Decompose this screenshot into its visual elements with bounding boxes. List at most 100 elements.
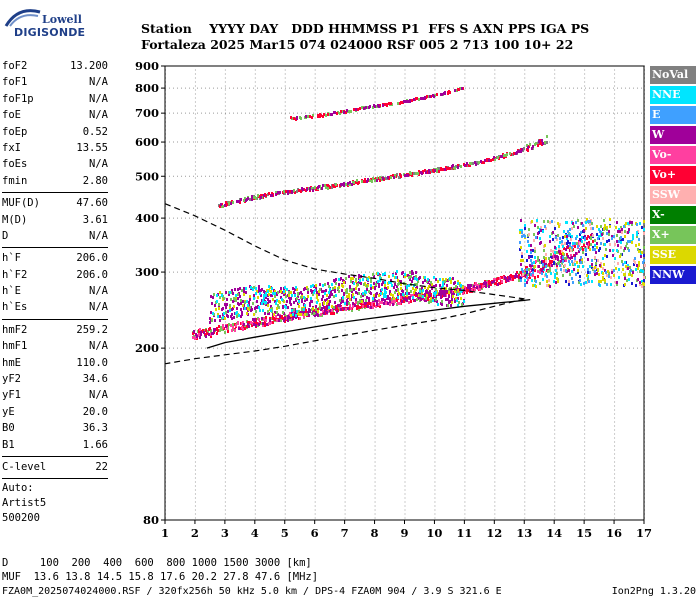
param-value: 1.66 bbox=[82, 438, 108, 451]
param-label: M(D) bbox=[2, 213, 28, 226]
param-value: 47.60 bbox=[76, 197, 108, 210]
logo-digisonde-text: DIGISONDE bbox=[14, 26, 86, 39]
param-hme: hmE 110.0 bbox=[2, 355, 108, 371]
footer-muf-row: MUF 13.6 13.8 14.5 15.8 17.6 20.2 27.8 4… bbox=[2, 571, 319, 583]
param-label: h`E bbox=[2, 285, 21, 298]
param-value: 3.61 bbox=[82, 213, 108, 226]
param-he: h`E N/A bbox=[2, 283, 108, 299]
param-value: 0.52 bbox=[82, 125, 108, 138]
param-separator bbox=[2, 247, 108, 249]
param-b0: B0 36.3 bbox=[2, 420, 108, 436]
f2-second-hop-echoes bbox=[218, 139, 548, 207]
param-label: D bbox=[2, 229, 9, 242]
param-separator bbox=[2, 455, 108, 457]
param-value: 20.0 bbox=[82, 405, 108, 418]
y-tick-label: 800 bbox=[135, 81, 159, 95]
param-md: M(D) 3.61 bbox=[2, 212, 108, 228]
dashed-profile-upper bbox=[164, 203, 525, 300]
y-tick-label: 500 bbox=[135, 169, 159, 183]
legend-item-x: X- bbox=[650, 206, 696, 224]
y-tick-label: 400 bbox=[135, 211, 159, 225]
param-label: foEp bbox=[2, 125, 28, 138]
param-value: 206.0 bbox=[76, 268, 108, 281]
param-mufd: MUF(D) 47.60 bbox=[2, 195, 108, 211]
x-tick-label: 4 bbox=[251, 526, 259, 540]
legend-item-nne: NNE bbox=[650, 86, 696, 104]
param-value: 22 bbox=[95, 460, 108, 473]
param-value: N/A bbox=[89, 76, 108, 89]
x-tick-label: 15 bbox=[576, 526, 592, 540]
high-frequency-spread-echoes bbox=[521, 219, 646, 288]
auto-text: 500200 bbox=[2, 512, 40, 525]
param-label: fmin bbox=[2, 174, 28, 187]
param-value: 13.200 bbox=[70, 60, 108, 72]
param-label: hmF1 bbox=[2, 340, 28, 353]
param-value: N/A bbox=[89, 229, 108, 242]
high-frequency-spread-echoes bbox=[519, 219, 645, 288]
param-separator bbox=[2, 478, 108, 480]
param-label: foE bbox=[2, 109, 21, 122]
x-tick-label: 7 bbox=[341, 526, 349, 540]
param-fxi: fxI 13.55 bbox=[2, 140, 108, 156]
param-fof2: foF2 13.200 bbox=[2, 58, 108, 74]
param-label: fxI bbox=[2, 141, 21, 154]
f2-second-hop-echoes bbox=[219, 139, 543, 208]
param-label: B1 bbox=[2, 438, 15, 451]
legend-item-sse: SSE bbox=[650, 246, 696, 264]
x-tick-label: 9 bbox=[400, 526, 408, 540]
param-label: h`F2 bbox=[2, 268, 28, 281]
x-tick-label: 8 bbox=[371, 526, 379, 540]
y-tick-label: 80 bbox=[143, 513, 159, 527]
param-foes: foEs N/A bbox=[2, 156, 108, 172]
param-label: foEs bbox=[2, 158, 28, 171]
param-label: B0 bbox=[2, 422, 15, 435]
param-value: N/A bbox=[89, 389, 108, 402]
legend-item-noval: NoVal bbox=[650, 66, 696, 84]
param-fof1: foF1 N/A bbox=[2, 74, 108, 90]
param-foep: foEp 0.52 bbox=[2, 124, 108, 140]
lowell-digisonde-logo: Lowell DIGISONDE bbox=[4, 4, 124, 44]
x-tick-label: 2 bbox=[191, 526, 199, 540]
param-hf: h`F 206.0 bbox=[2, 250, 108, 266]
x-tick-label: 13 bbox=[516, 526, 532, 540]
x-tick-label: 3 bbox=[221, 526, 229, 540]
y-tick-label: 700 bbox=[135, 106, 159, 120]
auto-text: Artist5 bbox=[2, 497, 47, 510]
x-tick-label: 1 bbox=[161, 526, 169, 540]
param-fof1p: foF1p N/A bbox=[2, 91, 108, 107]
param-label: yE bbox=[2, 405, 15, 418]
param-value: N/A bbox=[89, 340, 108, 353]
x-tick-label: 10 bbox=[426, 526, 442, 540]
y-tick-label: 600 bbox=[135, 135, 159, 149]
param-d: D N/A bbox=[2, 228, 108, 244]
legend: NoVal NNE E W Vo- Vo+ SSW X- X+ SSE NNW bbox=[650, 66, 696, 286]
f2-second-hop-echoes bbox=[221, 135, 548, 208]
y-tick-label: 200 bbox=[135, 341, 159, 355]
auto-text: Auto: bbox=[2, 482, 34, 495]
parameter-panel: foF2 13.200 foF1 N/A foF1p N/A foE N/A foEp 0.52 f… bbox=[2, 58, 108, 526]
param-value: N/A bbox=[89, 158, 108, 171]
header-labels: Station YYYY DAY DDD HHMMSS P1 FFS S AXN… bbox=[141, 21, 590, 36]
legend-item-vo: Vo+ bbox=[650, 166, 696, 184]
param-value: 2.80 bbox=[82, 174, 108, 187]
x-tick-label: 5 bbox=[281, 526, 289, 540]
param-hf2: h`F2 206.0 bbox=[2, 267, 108, 283]
param-hes: h`Es N/A bbox=[2, 299, 108, 315]
param-clevel: C-level 22 bbox=[2, 459, 108, 475]
param-foe: foE N/A bbox=[2, 107, 108, 123]
legend-item-w: W bbox=[650, 126, 696, 144]
param-label: hmE bbox=[2, 356, 21, 369]
param-label: h`F bbox=[2, 252, 21, 265]
y-tick-label: 900 bbox=[135, 59, 159, 73]
param-value: 110.0 bbox=[76, 356, 108, 369]
param-value: N/A bbox=[89, 285, 108, 298]
param-value: N/A bbox=[89, 109, 108, 122]
logo-lowell-text: Lowell bbox=[42, 13, 82, 26]
param-label: h`Es bbox=[2, 301, 28, 314]
electron-density-profile bbox=[206, 298, 531, 349]
param-label: C-level bbox=[2, 460, 47, 473]
param-label: foF2 bbox=[2, 60, 28, 72]
param-separator bbox=[2, 318, 108, 320]
x-tick-label: 16 bbox=[606, 526, 622, 540]
